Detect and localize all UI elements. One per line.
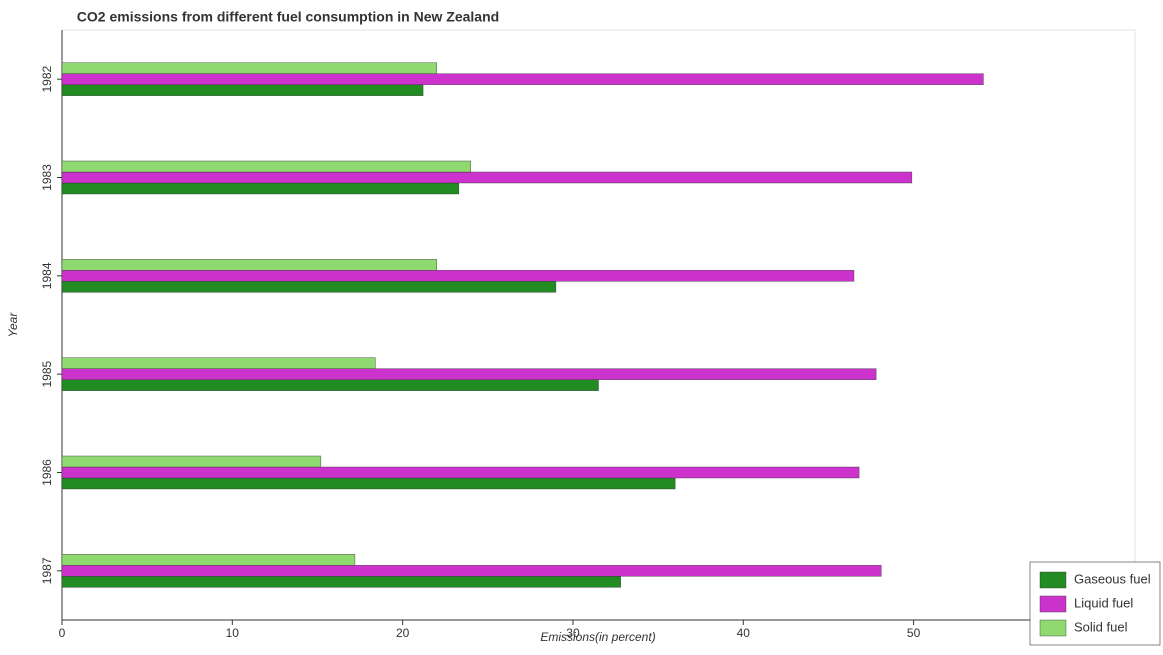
y-axis-label: Year [6,312,20,338]
legend-swatch [1039,595,1067,613]
bar [61,455,322,468]
y-tick-label: 1986 [40,459,54,486]
bar [61,357,376,369]
bar [61,477,676,490]
legend-label: Gaseous fuel [1074,571,1151,586]
bar [61,84,424,96]
bar [61,554,356,566]
legend-label: Solid fuel [1074,619,1128,634]
bar [61,281,557,293]
bar [61,270,855,282]
x-tick-label: 0 [59,626,66,640]
bar [61,466,860,479]
chart-title: CO2 emissions from different fuel consum… [77,9,499,25]
plot-frame [61,29,1136,621]
legend-swatch [1039,619,1067,637]
x-tick-label: 10 [226,626,240,640]
y-tick-label: 1985 [40,360,54,387]
bar [61,171,913,184]
bar [61,62,437,74]
y-tick-label: 1987 [40,557,54,584]
bar [61,259,437,271]
bar [61,565,882,577]
bar [61,160,471,173]
y-tick-label: 1982 [40,65,54,92]
x-tick-label: 30 [566,626,580,640]
x-tick-label: 50 [907,626,921,640]
bar [61,379,599,391]
legend-swatch [1039,571,1067,589]
y-tick-label: 1984 [40,262,54,289]
y-tick-label: 1983 [40,164,54,191]
bar [61,576,621,588]
x-axis-label: Emissions(in percent) [540,630,655,644]
x-tick-label: 20 [396,626,410,640]
bar [61,368,877,380]
bar [61,182,460,195]
bar [61,73,984,85]
x-tick-label: 40 [737,626,751,640]
legend-label: Liquid fuel [1074,595,1133,610]
